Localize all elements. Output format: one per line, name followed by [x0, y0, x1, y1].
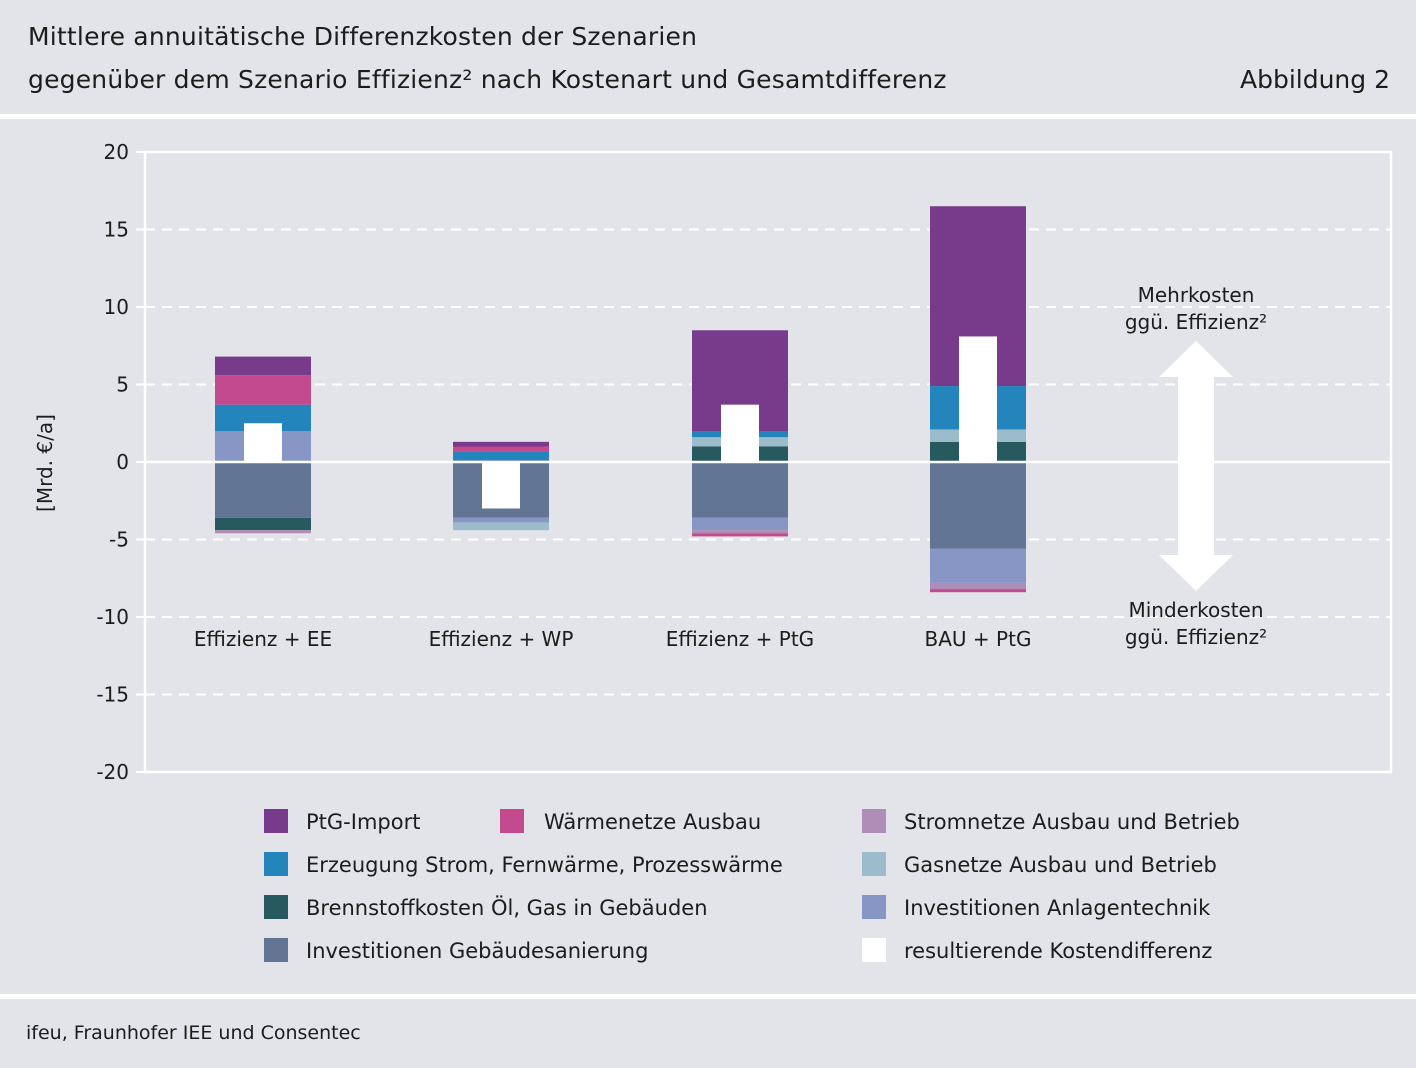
chart-title-line-1: Mittlere annuitätische Differenzkosten d…: [28, 22, 698, 51]
legend-label-w-rmenetze-ausbau: Wärmenetze Ausbau: [544, 810, 761, 834]
figure-label: Abbildung 2: [1239, 65, 1390, 94]
annotation-mehrkosten-line-1: Mehrkosten: [1138, 283, 1255, 307]
legend-label-investitionen-anlagentechnik: Investitionen Anlagentechnik: [904, 896, 1211, 920]
legend-label-brennstoffkosten-l-gas-in-geb-uden: Brennstoffkosten Öl, Gas in Gebäuden: [306, 895, 708, 920]
category-label-effizienz-ee: Effizienz + EE: [194, 627, 332, 651]
legend-swatch-resultierende-kostendifferenz: [862, 938, 886, 962]
bar-segment-anlagentechnik-effizienz-ptg: [692, 517, 788, 531]
annotation-minderkosten-line-2: ggü. Effizienz²: [1125, 625, 1267, 649]
y-tick-label: 5: [116, 373, 129, 397]
legend-label-resultierende-kostendifferenz: resultierende Kostendifferenz: [904, 939, 1212, 963]
double-arrow-shape: [1159, 341, 1233, 591]
bar-segment-waermenetze-bau-ptg: [930, 589, 1026, 593]
result-bar-effizienz-wp: [482, 462, 520, 509]
legend-label-ptg-import: PtG-Import: [306, 810, 420, 834]
category-labels: Effizienz + EE Effizienz + WP Effizienz + …: [194, 627, 1032, 651]
header-divider: [0, 114, 1416, 119]
legend-swatch-brennstoffkosten-l-gas-in-geb-uden: [264, 895, 288, 919]
y-tick-label: 20: [104, 140, 129, 164]
bar-segment-ptg-effizienz-ee: [215, 356, 311, 376]
bar-segment-waermenetze-effizienz-ee: [215, 375, 311, 405]
legend-swatch-stromnetze-ausbau-und-betrieb: [862, 809, 886, 833]
bar-segment-gebaeudesanierung-bau-ptg: [930, 462, 1026, 549]
y-tick-label: 15: [104, 218, 129, 242]
legend-swatch-gasnetze-ausbau-und-betrieb: [862, 852, 886, 876]
footer-divider: [0, 994, 1416, 999]
legend-label-gasnetze-ausbau-und-betrieb: Gasnetze Ausbau und Betrieb: [904, 853, 1217, 877]
legend-label-erzeugung-strom-fernw-rme-prozessw-rme: Erzeugung Strom, Fernwärme, Prozesswärme: [306, 853, 783, 877]
annotation-minderkosten-line-1: Minderkosten: [1128, 598, 1263, 622]
legend: PtG-Import Wärmenetze Ausbau Stromnetze Au…: [264, 809, 1240, 963]
legend-swatch-w-rmenetze-ausbau: [500, 809, 524, 833]
annotation-mehrkosten-line-2: ggü. Effizienz²: [1125, 310, 1267, 334]
bar-segment-ptg-effizienz-wp: [453, 441, 549, 447]
bar-segment-stromnetze-effizienz-ptg: [692, 530, 788, 534]
legend-swatch-investitionen-geb-udesanierung: [264, 938, 288, 962]
bar-segment-anlagentechnik-bau-ptg: [930, 548, 1026, 583]
y-tick-label: -15: [96, 683, 129, 707]
category-label-bau-ptg: BAU + PtG: [925, 627, 1032, 651]
category-label-effizienz-ptg: Effizienz + PtG: [666, 627, 814, 651]
bar-segment-gasnetze-effizienz-wp: [453, 522, 549, 531]
bar-segment-stromnetze-effizienz-ee: [215, 530, 311, 534]
bar-segment-stromnetze-bau-ptg: [930, 582, 1026, 590]
y-tick-label: -10: [96, 605, 129, 629]
header: Mittlere annuitätische Differenzkosten d…: [0, 0, 1416, 114]
result-bar-bau-ptg: [959, 336, 997, 462]
bar-segment-anlagentechnik-effizienz-wp: [453, 517, 549, 523]
bar-segment-waermenetze-effizienz-ptg: [692, 533, 788, 537]
source-note: ifeu, Fraunhofer IEE und Consentec: [26, 1022, 361, 1044]
y-axis-label: [Mrd. €/a]: [33, 414, 57, 512]
bar-segment-gebaeudesanierung-effizienz-ptg: [692, 462, 788, 518]
result-bar-effizienz-ptg: [721, 404, 759, 462]
legend-label-investitionen-geb-udesanierung: Investitionen Gebäudesanierung: [306, 939, 648, 963]
y-tick-label: 10: [104, 295, 129, 319]
category-label-effizienz-wp: Effizienz + WP: [429, 627, 574, 651]
legend-swatch-ptg-import: [264, 809, 288, 833]
bar-segment-brennstoff-effizienz-ee: [215, 517, 311, 531]
double-arrow-icon: [1159, 341, 1233, 591]
y-tick-label: -5: [109, 528, 129, 552]
legend-swatch-erzeugung-strom-fernw-rme-prozessw-rme: [264, 852, 288, 876]
bar-segment-erzeugung-effizienz-wp: [453, 451, 549, 461]
y-tick-labels: 20 15 10 5 0 -5 -10 -15 -20: [96, 140, 145, 784]
bar-segment-waermenetze-effizienz-wp: [453, 446, 549, 452]
result-bar-effizienz-ee: [244, 423, 282, 462]
bars-layer: [215, 206, 1026, 593]
legend-label-stromnetze-ausbau-und-betrieb: Stromnetze Ausbau und Betrieb: [904, 810, 1240, 834]
bar-segment-gebaeudesanierung-effizienz-ee: [215, 462, 311, 518]
y-tick-label: -20: [96, 760, 129, 784]
chart-title-line-2: gegenüber dem Szenario Effizienz² nach K…: [28, 65, 947, 94]
legend-swatch-investitionen-anlagentechnik: [862, 895, 886, 919]
y-tick-label: 0: [116, 450, 129, 474]
